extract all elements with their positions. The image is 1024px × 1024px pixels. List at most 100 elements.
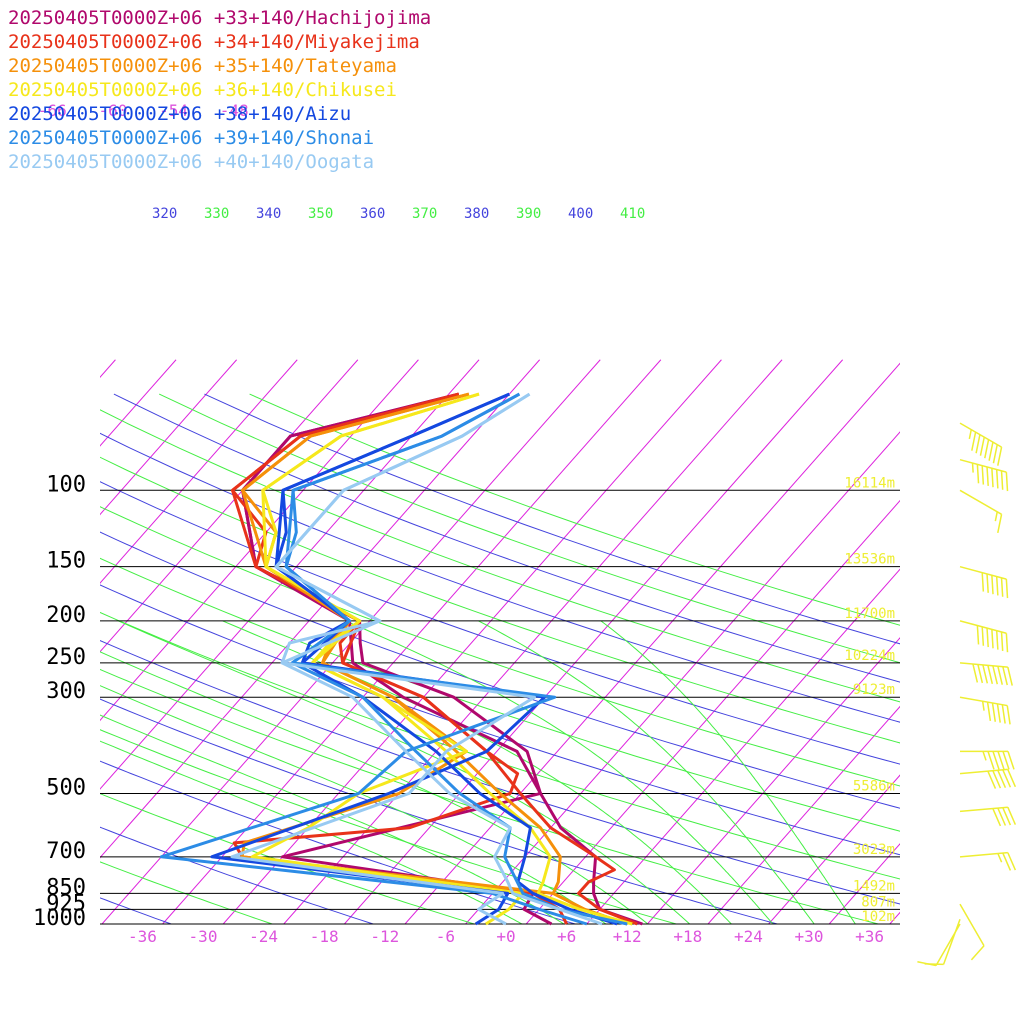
wind-barb — [959, 806, 1017, 827]
adiabat-line — [100, 826, 375, 924]
height-label: 807m — [861, 894, 895, 910]
wind-barb — [959, 458, 1009, 492]
x-tick-label: -6 — [436, 927, 455, 946]
legend-entry-tateyama: 20250405T0000Z+06 +35+140/Tateyama — [8, 55, 397, 77]
height-label: 10224m — [844, 648, 895, 664]
isotherm-line — [100, 359, 298, 584]
adiabat-line — [100, 409, 900, 703]
isotherm-line — [344, 359, 844, 924]
tateyama-temperature-line — [241, 392, 628, 926]
isotherm-line — [647, 637, 900, 924]
height-label: 13536m — [844, 552, 895, 568]
legend-entry-aizu: 20250405T0000Z+06 +38+140/Aizu — [8, 103, 351, 125]
legend-entry-chikusei: 20250405T0000Z+06 +36+140/Chikusei — [8, 79, 397, 101]
x-tick-label: +0 — [496, 927, 515, 946]
wind-barb — [959, 422, 1003, 466]
wind-barb — [924, 918, 961, 966]
pressure-label-150: 150 — [46, 549, 86, 574]
isotherm-line — [162, 359, 662, 924]
adiabat-line — [100, 793, 476, 924]
pressure-label-250: 250 — [46, 645, 86, 670]
shonai-dewpoint-line — [159, 392, 588, 926]
legend-entry-hachijojima: 20250405T0000Z+06 +33+140/Hachijojima — [8, 7, 431, 29]
theta-label-380: 380 — [464, 206, 489, 222]
height-label: 16114m — [844, 475, 895, 491]
isotherm-line — [100, 359, 238, 516]
isotherm-line — [465, 431, 900, 924]
shonai-temperature-line — [284, 392, 628, 926]
moist-adiabat-line — [100, 651, 649, 924]
isotherm-grid — [100, 359, 1024, 924]
isotherm-line — [404, 362, 900, 924]
adiabat-line — [100, 584, 900, 856]
legend: 20250405T0000Z+06 +33+140/Hachijojima202… — [8, 7, 431, 173]
adiabat-line — [100, 861, 274, 924]
height-label: 5586m — [853, 778, 895, 794]
pressure-label-100: 100 — [46, 472, 86, 497]
x-tick-label: +30 — [795, 927, 824, 946]
x-tick-label: -36 — [128, 927, 157, 946]
miyakejima-temperature-line — [231, 392, 638, 926]
pressure-label-500: 500 — [46, 775, 86, 800]
wind-barb — [959, 565, 1009, 599]
sounding-profiles — [159, 392, 643, 926]
theta-label-330: 330 — [204, 206, 229, 222]
x-tick-label: +12 — [613, 927, 642, 946]
adiabat-line — [100, 611, 900, 880]
theta-label-370: 370 — [412, 206, 437, 222]
pressure-label-200: 200 — [46, 603, 86, 628]
x-tick-label: -18 — [310, 927, 339, 946]
upper-isotherm-label: -48 — [220, 101, 249, 120]
moist-adiabat-line — [118, 620, 691, 924]
x-tick-label: +18 — [673, 927, 702, 946]
adiabat-line — [100, 698, 780, 924]
x-tick-label: +36 — [855, 927, 884, 946]
adiabat-line — [100, 897, 173, 924]
pressure-label-925: 925 — [46, 891, 86, 916]
theta-label-320: 320 — [152, 206, 177, 222]
x-tick-label: -12 — [370, 927, 399, 946]
wind-barb — [959, 696, 1011, 725]
adiabat-line — [100, 456, 900, 744]
height-label: 3023m — [853, 842, 895, 858]
pressure-label-1000: 1000 — [33, 906, 86, 931]
moist-adiabat-line — [345, 620, 774, 924]
isotherm-line — [707, 705, 900, 924]
wind-barb — [917, 923, 961, 967]
theta-label-350: 350 — [308, 206, 333, 222]
x-tick-label: +6 — [557, 927, 576, 946]
adiabat-line — [100, 432, 900, 723]
adiabat-line — [100, 557, 900, 832]
upper-isotherm-label: -54 — [159, 101, 188, 120]
adiabat-line — [100, 639, 900, 905]
wind-barb — [959, 489, 1003, 534]
adiabat-line — [100, 506, 900, 787]
isotherm-line — [768, 774, 900, 924]
legend-entry-shonai: 20250405T0000Z+06 +39+140/Shonai — [8, 127, 374, 149]
isotherm-line — [1011, 360, 1024, 924]
pressure-label-700: 700 — [46, 839, 86, 864]
wind-barbs — [917, 422, 1017, 967]
wind-barb — [959, 851, 1017, 871]
wind-barb — [959, 768, 1017, 789]
adiabat-line — [100, 481, 900, 765]
adiabat-line — [100, 531, 900, 809]
oogata-temperature-line — [274, 392, 603, 926]
legend-entry-miyakejima: 20250405T0000Z+06 +34+140/Miyakejima — [8, 31, 420, 53]
isotherm-line — [828, 843, 900, 924]
theta-label-390: 390 — [516, 206, 541, 222]
pressure-label-850: 850 — [46, 875, 86, 900]
isotherm-line — [889, 911, 900, 924]
upper-isotherm-label: -66 — [38, 101, 67, 120]
moist-adiabat-line — [478, 620, 815, 924]
adiabat-line — [100, 668, 881, 924]
wind-barb — [959, 903, 985, 961]
pressure-label-300: 300 — [46, 679, 86, 704]
theta-label-360: 360 — [360, 206, 385, 222]
theta-label-340: 340 — [256, 206, 281, 222]
adiabat-line — [204, 393, 900, 645]
moist-adiabat-line — [600, 620, 857, 924]
height-label: 9123m — [853, 682, 895, 698]
theta-label-410: 410 — [620, 206, 645, 222]
